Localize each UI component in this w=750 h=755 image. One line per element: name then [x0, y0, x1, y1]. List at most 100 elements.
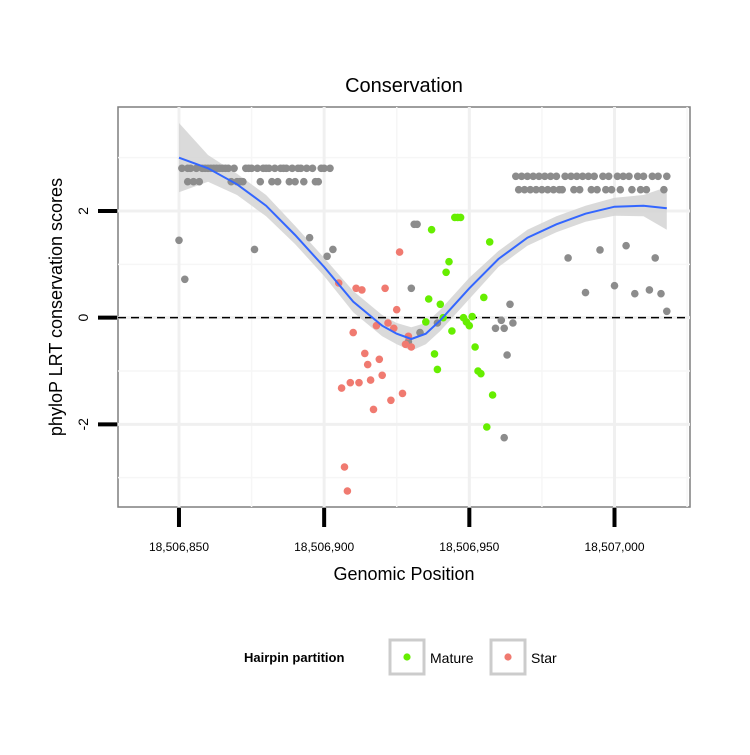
data-point-star	[387, 396, 395, 405]
data-point-other	[413, 220, 421, 229]
data-point-mature	[424, 295, 433, 303]
data-point-other	[175, 236, 183, 245]
data-point-other	[224, 164, 233, 173]
data-point-other	[256, 177, 265, 186]
data-point-star	[372, 321, 381, 330]
data-point-other	[599, 172, 607, 181]
data-point-other	[590, 172, 598, 181]
legend-title: Hairpin partition	[244, 650, 344, 665]
data-point-star	[343, 487, 352, 495]
data-point-other	[517, 172, 526, 181]
data-point-star	[395, 248, 404, 256]
data-point-other	[506, 300, 514, 309]
x-tick-label: 18,506,850	[149, 540, 209, 554]
data-point-star	[355, 378, 363, 387]
data-point-other	[329, 245, 337, 254]
data-point-other	[509, 319, 517, 327]
data-point-other	[302, 164, 311, 173]
data-point-other	[622, 241, 630, 250]
data-point-other	[320, 164, 329, 173]
data-point-mature	[465, 321, 474, 330]
data-point-other	[663, 172, 671, 181]
data-point-other	[584, 172, 593, 181]
data-point-star	[366, 376, 375, 384]
data-point-other	[285, 177, 294, 186]
data-point-star	[349, 328, 358, 337]
data-point-other	[578, 172, 587, 181]
data-point-other	[305, 233, 314, 242]
data-point-other	[602, 185, 610, 194]
data-point-mature	[448, 327, 456, 335]
data-point-mature	[422, 318, 430, 326]
data-point-other	[633, 172, 642, 181]
data-point-mature	[471, 343, 479, 351]
data-point-other	[239, 177, 247, 186]
data-point-star	[392, 305, 401, 314]
data-point-star	[384, 319, 392, 327]
x-tick-label: 18,507,000	[584, 540, 644, 554]
data-point-other	[538, 185, 546, 194]
data-point-star	[375, 355, 384, 364]
data-point-other	[300, 177, 308, 186]
data-point-star	[398, 389, 407, 398]
data-point-mature	[488, 391, 497, 399]
data-point-other	[593, 185, 601, 194]
data-point-other	[526, 185, 535, 194]
data-point-mature	[445, 257, 453, 266]
data-point-other	[497, 316, 506, 325]
data-point-other	[535, 172, 543, 181]
data-point-mature	[485, 238, 494, 246]
data-point-other	[648, 172, 657, 181]
legend-dot-mature	[403, 653, 411, 661]
data-point-other	[491, 324, 500, 333]
data-point-other	[642, 185, 651, 194]
data-point-star	[407, 343, 416, 351]
data-point-other	[581, 288, 590, 297]
data-point-other	[308, 164, 317, 173]
data-point-other	[610, 281, 619, 290]
data-point-mature	[436, 300, 445, 309]
legend: Hairpin partition Mature Star	[244, 638, 557, 676]
data-point-other	[541, 172, 549, 181]
data-point-other	[657, 289, 665, 298]
data-point-star	[381, 284, 389, 293]
x-tick-label: 18,506,900	[294, 540, 354, 554]
data-point-other	[663, 307, 671, 316]
data-point-other	[326, 164, 334, 173]
data-point-other	[596, 246, 604, 254]
data-point-other	[178, 164, 186, 173]
data-point-other	[323, 252, 331, 261]
data-point-other	[651, 254, 659, 262]
data-point-mature	[433, 365, 442, 374]
data-point-star	[352, 284, 360, 293]
y-tick-label: -2	[75, 418, 91, 431]
chart-title: Conservation	[345, 75, 463, 97]
data-point-other	[645, 286, 654, 294]
data-point-star	[378, 371, 387, 380]
data-point-other	[654, 172, 662, 181]
data-point-other	[616, 185, 625, 194]
data-point-other	[558, 185, 566, 194]
data-point-star	[346, 378, 355, 387]
data-point-other	[192, 164, 201, 173]
data-point-other	[552, 172, 561, 181]
data-point-other	[288, 164, 297, 173]
data-point-star	[358, 286, 366, 294]
y-axis-ticks: -2 0 2	[75, 207, 117, 431]
legend-dot-star	[504, 653, 512, 661]
x-tick-label: 18,506,950	[439, 540, 499, 554]
data-point-other	[314, 177, 323, 186]
data-point-other	[273, 177, 282, 186]
data-point-star	[363, 360, 372, 369]
data-point-other	[291, 177, 299, 186]
data-point-other	[636, 185, 645, 194]
data-point-other	[297, 164, 305, 173]
data-point-other	[543, 185, 552, 194]
data-point-other	[520, 185, 529, 194]
smooth-curve	[178, 156, 667, 341]
data-point-other	[570, 185, 578, 194]
data-point-other	[183, 177, 192, 186]
data-point-other	[500, 324, 509, 333]
x-axis-ticks: 18,506,850 18,506,900 18,506,950 18,507,000	[149, 508, 645, 554]
